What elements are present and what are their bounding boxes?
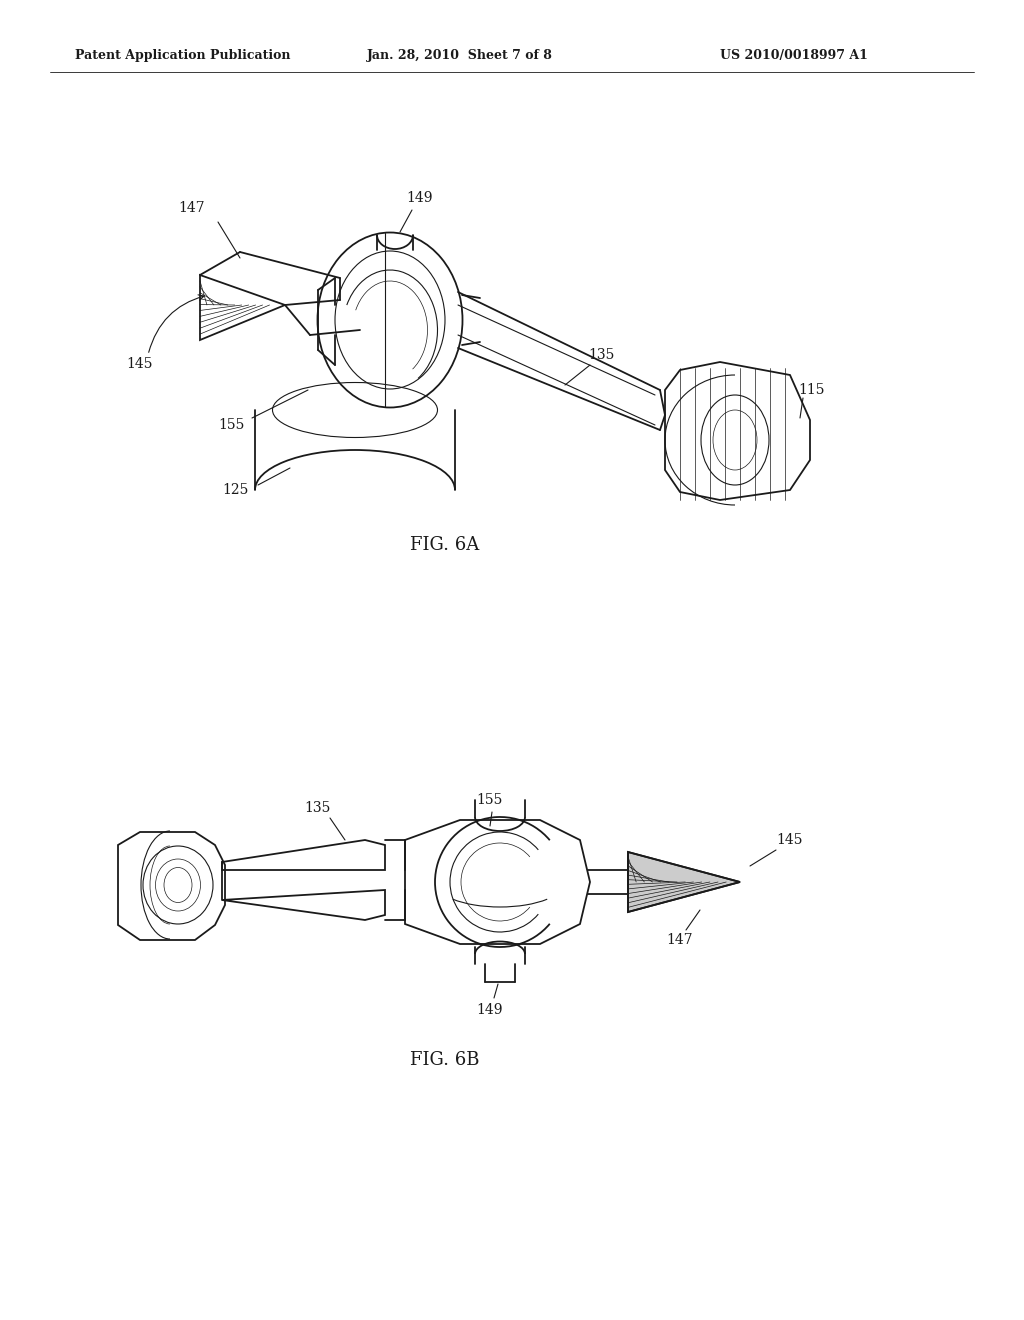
Text: 155: 155 — [219, 418, 245, 432]
Text: 147: 147 — [178, 201, 206, 215]
Text: Patent Application Publication: Patent Application Publication — [75, 49, 291, 62]
Text: US 2010/0018997 A1: US 2010/0018997 A1 — [720, 49, 868, 62]
Text: 147: 147 — [667, 933, 693, 946]
Text: 145: 145 — [777, 833, 803, 847]
Text: FIG. 6B: FIG. 6B — [411, 1051, 480, 1069]
Text: 125: 125 — [222, 483, 248, 498]
Text: 115: 115 — [799, 383, 825, 397]
Text: 145: 145 — [127, 356, 154, 371]
Text: 149: 149 — [477, 1003, 503, 1016]
Text: 149: 149 — [407, 191, 433, 205]
Polygon shape — [628, 851, 740, 912]
Text: 135: 135 — [305, 801, 331, 814]
Text: 135: 135 — [589, 348, 615, 362]
Text: 155: 155 — [477, 793, 503, 807]
Text: FIG. 6A: FIG. 6A — [411, 536, 479, 554]
Text: Jan. 28, 2010  Sheet 7 of 8: Jan. 28, 2010 Sheet 7 of 8 — [367, 49, 553, 62]
